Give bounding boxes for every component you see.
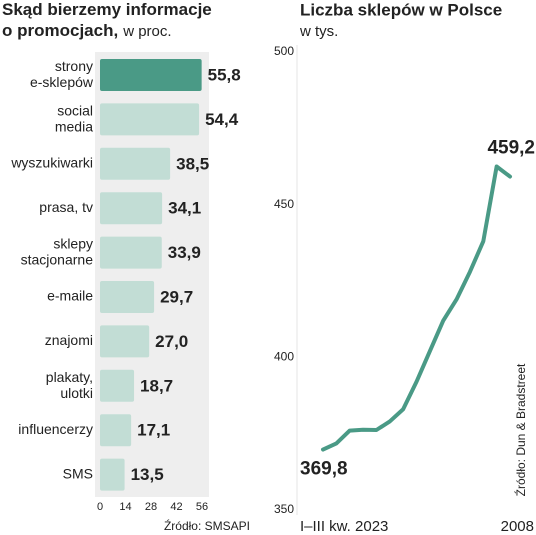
bar (100, 103, 200, 136)
category-label: prasa, tv (39, 199, 93, 215)
category-label: influencerzy (18, 421, 93, 437)
bar (100, 192, 163, 225)
y-tick-label: 400 (274, 350, 294, 364)
x-tick-label: 14 (119, 501, 131, 513)
line (321, 164, 512, 452)
x-tick-label: 42 (170, 501, 182, 513)
value-label: 17,1 (137, 421, 170, 440)
chart-title: Skąd bierzemy informacje o promocjach, (2, 0, 212, 40)
value-label: 38,5 (176, 154, 209, 173)
value-label: 18,7 (140, 376, 173, 395)
bar (100, 281, 155, 313)
value-label: 459,2 (487, 138, 535, 159)
value-label: 55,8 (208, 65, 241, 84)
y-tick-label: 500 (274, 44, 294, 58)
x-tick-label: 0 (97, 501, 103, 513)
category-label: SMS (63, 465, 93, 481)
category-label: social media (55, 102, 93, 134)
value-label: 29,7 (160, 287, 193, 306)
category-label: strony e-sklepów (30, 58, 94, 90)
x-tick-label: 56 (196, 501, 208, 513)
source: Źródło: SMSAPI (164, 518, 250, 533)
value-label: 369,8 (300, 459, 348, 480)
chart-subtitle: w proc. (122, 23, 171, 40)
bar (100, 325, 150, 358)
category-label: e-maile (47, 288, 93, 304)
bar (100, 236, 162, 269)
value-label: 54,4 (205, 110, 239, 129)
bar (100, 59, 202, 91)
value-label: 34,1 (168, 199, 201, 218)
source: Źródło: Dun & Bradstreet (513, 363, 528, 496)
y-tick-label: 350 (274, 502, 294, 516)
x-tick-label: 28 (145, 501, 157, 513)
category-label: sklepy stacjonarne (21, 235, 94, 267)
chart-title: Liczba sklepów w Polsce (300, 0, 502, 19)
category-label: wyszukiwarki (10, 155, 93, 171)
bar (100, 369, 135, 402)
bar (100, 414, 132, 447)
x-tick-label: 2008 (501, 518, 534, 535)
x-tick-label: I–III kw. 2023 (300, 518, 388, 535)
category-label: znajomi (45, 332, 93, 348)
y-tick-label: 450 (274, 197, 294, 211)
bar (100, 147, 171, 180)
chart-subtitle: w tys. (299, 23, 338, 40)
value-label: 27,0 (155, 332, 188, 351)
bar (100, 458, 125, 491)
value-label: 13,5 (131, 465, 164, 484)
category-label: plakaty, ulotki (46, 369, 93, 401)
value-label: 33,9 (168, 243, 201, 262)
